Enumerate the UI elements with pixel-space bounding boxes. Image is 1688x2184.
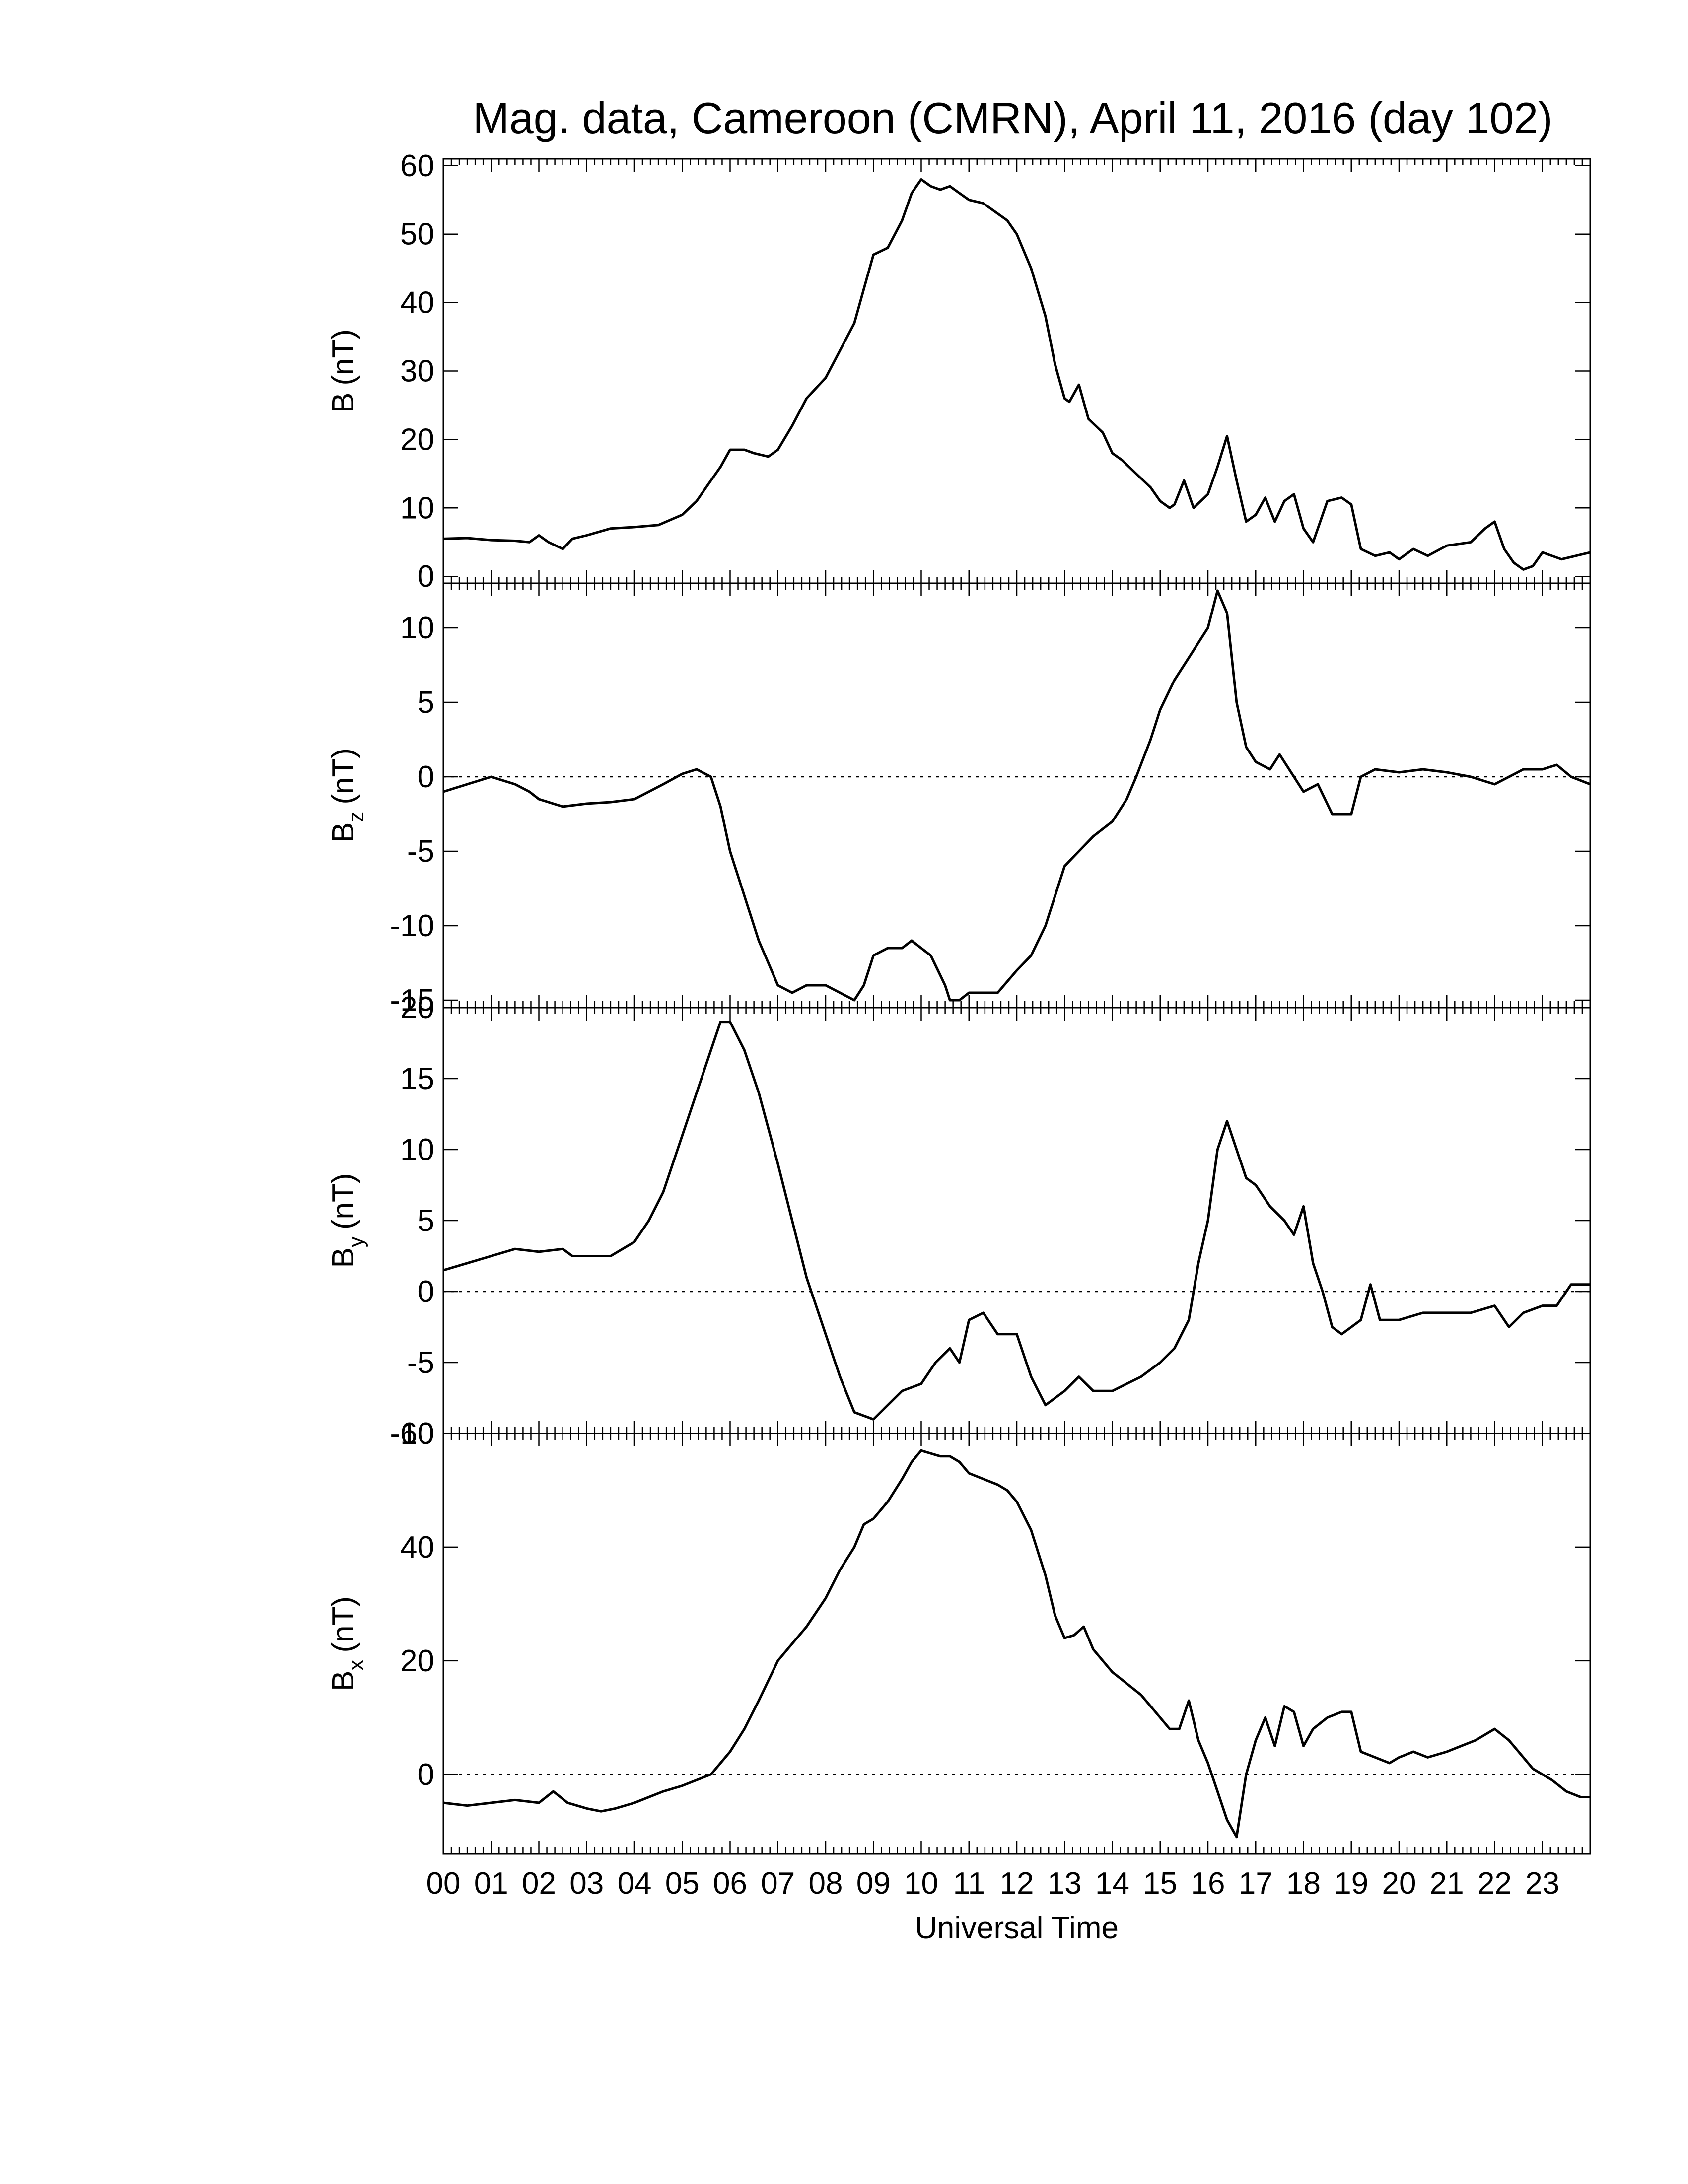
y-tick-label: 20 — [400, 422, 434, 457]
x-tick-label: 15 — [1143, 1866, 1177, 1901]
x-tick-label: 05 — [665, 1866, 700, 1901]
x-tick-label: 09 — [856, 1866, 891, 1901]
x-tick-label: 03 — [569, 1866, 604, 1901]
x-tick-label: 20 — [1382, 1866, 1416, 1901]
x-tick-label: 10 — [904, 1866, 938, 1901]
x-tick-label: 19 — [1334, 1866, 1368, 1901]
x-tick-label: 17 — [1239, 1866, 1273, 1901]
y-tick-label: 0 — [418, 559, 434, 594]
y-tick-label: 15 — [400, 1062, 434, 1096]
y-tick-label: 50 — [400, 217, 434, 252]
x-tick-label: 08 — [809, 1866, 843, 1901]
y-axis-label: B(nT) — [326, 329, 360, 413]
y-tick-label: -10 — [390, 909, 434, 943]
y-tick-label: 10 — [400, 611, 434, 645]
panel-bz: -15 -10 -5 0 5 10 Bz(nT) — [326, 582, 1591, 1018]
chart-title: Mag. data, Cameroon (CMRN), April 11, 20… — [473, 93, 1553, 142]
y-tick-label: 30 — [400, 354, 434, 389]
x-tick-label: 02 — [522, 1866, 556, 1901]
y-tick-label: 10 — [400, 1133, 434, 1167]
panel-by: -10 -5 0 5 10 15 20 By(nT) — [326, 991, 1591, 1451]
x-tick-label: 12 — [1000, 1866, 1034, 1901]
x-tick-label: 16 — [1191, 1866, 1225, 1901]
panel-b-total: 0 10 20 30 40 50 60 B(nT) — [326, 149, 1591, 594]
y-axis-label: Bz(nT) — [326, 748, 368, 843]
x-tick-label: 00 — [426, 1866, 461, 1901]
y-tick-label: 60 — [400, 1417, 434, 1451]
plot-frame — [442, 158, 1591, 584]
y-tick-label: 40 — [400, 286, 434, 320]
y-tick-label: -10 — [390, 1417, 434, 1451]
y-tick-label: 5 — [418, 685, 434, 720]
y-tick-label: -15 — [390, 983, 434, 1018]
x-tick-label: 14 — [1095, 1866, 1129, 1901]
plot-frame — [442, 1007, 1591, 1434]
y-tick-label: 60 — [400, 149, 434, 183]
plot-frame — [442, 582, 1591, 1009]
y-tick-label: -5 — [407, 834, 434, 869]
x-tick-label: 18 — [1286, 1866, 1321, 1901]
panel-bx: 0 20 40 60 Bx(nT) 00 01 02 03 04 05 06 07 08 09 10 11 12 1… — [326, 1417, 1591, 1901]
x-tick-label: 07 — [761, 1866, 795, 1901]
y-tick-label: 20 — [400, 1644, 434, 1678]
y-tick-label: 0 — [418, 1758, 434, 1792]
y-tick-label: 5 — [418, 1204, 434, 1238]
y-tick-label: 10 — [400, 491, 434, 525]
y-tick-label: 0 — [418, 760, 434, 794]
series-line — [443, 178, 1591, 571]
x-axis-title: Universal Time — [915, 1911, 1119, 1945]
series-line — [443, 589, 1591, 1002]
y-axis-label: By(nT) — [326, 1173, 368, 1268]
x-tick-label: 06 — [713, 1866, 747, 1901]
x-tick-label: 01 — [474, 1866, 508, 1901]
y-tick-label: -5 — [407, 1346, 434, 1380]
x-tick-label: 23 — [1525, 1866, 1559, 1901]
x-tick-label: 13 — [1048, 1866, 1082, 1901]
y-tick-label: 20 — [400, 991, 434, 1025]
y-axis-label: Bx(nT) — [326, 1596, 368, 1691]
y-tick-label: 0 — [418, 1275, 434, 1309]
series-line — [443, 1449, 1590, 1839]
x-tick-label: 04 — [618, 1866, 652, 1901]
plot-frame — [442, 1433, 1591, 1855]
x-tick-label: 21 — [1430, 1866, 1464, 1901]
series-line — [443, 1021, 1590, 1421]
x-tick-label: 11 — [953, 1866, 985, 1901]
y-tick-label: 40 — [400, 1530, 434, 1565]
x-tick-label: 22 — [1477, 1866, 1512, 1901]
